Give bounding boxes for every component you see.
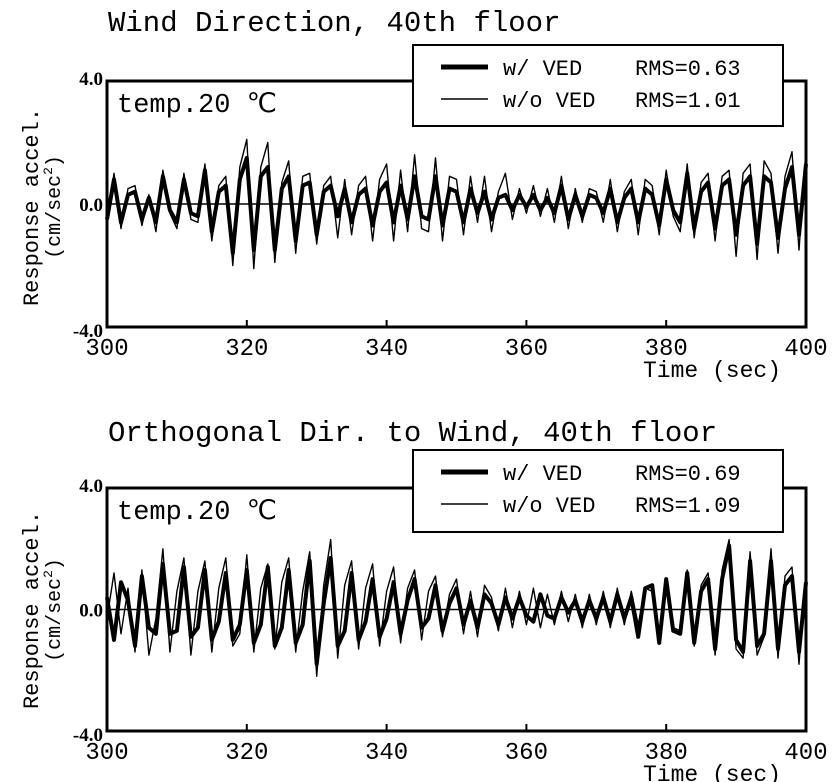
x-tick-label: 400	[784, 740, 827, 767]
legend-series-name: w/ VED	[503, 462, 582, 487]
x-axis-label: Time (sec)	[643, 762, 781, 782]
legend: w/ VED RMS=0.63 w/o VED RMS=1.01	[412, 44, 784, 127]
legend-rms-label: RMS=0.69	[635, 462, 741, 487]
temperature-annotation: temp.20 ℃	[117, 91, 277, 121]
legend-rms-label: RMS=0.63	[635, 57, 741, 82]
legend-series-name: w/ VED	[503, 57, 582, 82]
y-tick-label: -4.0	[73, 321, 103, 342]
legend-rms-label: RMS=1.01	[635, 89, 741, 114]
series-line-without-ved	[106, 538, 807, 677]
legend-series-name: w/o VED	[503, 89, 595, 114]
x-tick-label: 340	[365, 740, 408, 767]
x-tick-label: 340	[365, 336, 408, 363]
y-axis-label: Response accel.	[20, 108, 45, 306]
y-axis-unit: (cm/sec2)	[41, 558, 67, 662]
x-tick-label: 300	[85, 336, 128, 363]
y-axis-label: Response accel.	[20, 511, 45, 709]
chart-title: Orthogonal Dir. to Wind, 40th floor	[108, 417, 717, 450]
y-tick-label: 4.0	[79, 69, 103, 90]
y-tick-label: 0.0	[79, 195, 103, 216]
legend: w/ VED RMS=0.69 w/o VED RMS=1.09	[412, 449, 784, 533]
x-tick-label: 360	[505, 336, 548, 363]
y-axis-unit: (cm/sec2)	[41, 155, 67, 259]
chart-title: Wind Direction, 40th floor	[108, 7, 560, 40]
legend-rms-label: RMS=1.09	[635, 494, 741, 519]
y-tick-label: 0.0	[79, 601, 103, 622]
series-line-without-ved	[106, 138, 807, 270]
chart-panel-1: Wind Direction, 40th floor 300 320 340 360 38…	[20, 7, 828, 384]
x-tick-label: 320	[225, 336, 268, 363]
x-tick-label: 400	[784, 336, 827, 363]
y-tick-label: 4.0	[79, 476, 103, 497]
legend-box	[412, 449, 784, 533]
x-tick-label: 380	[645, 740, 688, 767]
legend-box	[412, 44, 784, 127]
x-axis-label: Time (sec)	[643, 358, 781, 384]
x-tick-label: 300	[85, 740, 128, 767]
x-tick-label: 320	[225, 740, 268, 767]
y-tick-label: -4.0	[73, 725, 103, 746]
temperature-annotation: temp.20 ℃	[117, 498, 277, 528]
x-tick-label: 360	[505, 740, 548, 767]
legend-series-name: w/o VED	[503, 494, 595, 519]
chart-panel-2: Orthogonal Dir. to Wind, 40th floor 300 32…	[20, 417, 828, 782]
x-tick-label: 380	[645, 336, 688, 363]
